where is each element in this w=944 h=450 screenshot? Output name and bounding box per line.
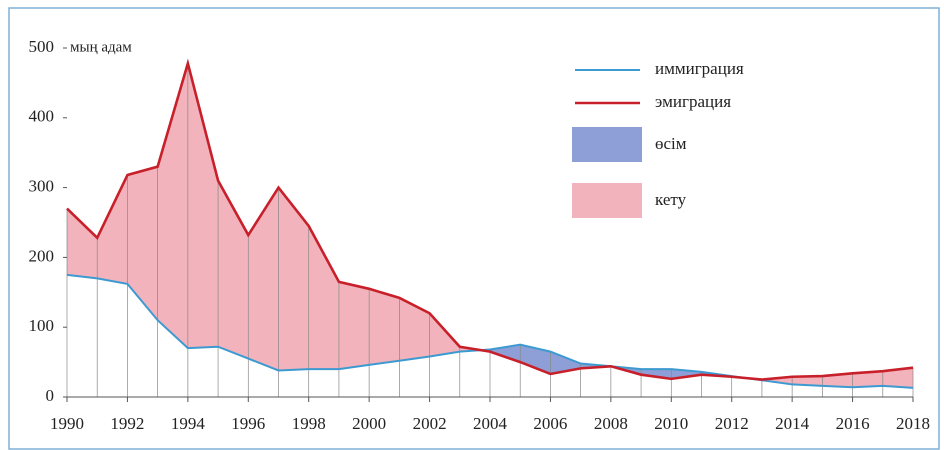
area-fill (338, 281, 370, 370)
x-tick-label: 1992 (110, 414, 144, 433)
x-tick-label: 2012 (715, 414, 749, 433)
legend-label: кету (655, 190, 687, 209)
x-tick-label: 2010 (654, 414, 688, 433)
legend-label: эмиграция (655, 92, 731, 111)
legend-swatch (572, 127, 642, 162)
area-fill (127, 166, 158, 321)
area-fill (248, 187, 279, 371)
x-tick-label: 2000 (352, 414, 386, 433)
series-line (66, 58, 914, 381)
y-tick-label: 0 (46, 386, 55, 405)
frame (8, 7, 940, 450)
y-tick-label: 400 (29, 107, 55, 126)
x-tick-label: 1990 (50, 414, 84, 433)
x-tick-label: 2016 (836, 414, 870, 433)
area-fill (852, 371, 883, 388)
area-fill (822, 373, 853, 388)
area-fill (67, 208, 98, 279)
area-fill (550, 351, 581, 374)
series-line (66, 273, 914, 389)
area-fill (399, 297, 430, 361)
x-tick-label: 2004 (473, 414, 508, 433)
area-fill (187, 63, 219, 349)
area-fill (882, 367, 913, 388)
x-tick-label: 1994 (171, 414, 206, 433)
area-fill (520, 344, 551, 374)
x-tick-label: 2014 (775, 414, 810, 433)
x-tick-label: 2008 (594, 414, 628, 433)
legend-label: өсім (655, 134, 687, 153)
area-fill (429, 313, 460, 357)
x-tick-label: 2002 (413, 414, 447, 433)
area-fill (157, 63, 188, 349)
x-tick-label: 2006 (533, 414, 567, 433)
legend-swatch (572, 183, 642, 218)
area-fill (218, 180, 249, 359)
area-fill (278, 187, 309, 371)
area-fill (308, 225, 339, 370)
area-fill (97, 175, 128, 284)
area-fill (369, 288, 400, 365)
area-fill (641, 369, 672, 379)
y-tick-label: 300 (29, 177, 55, 196)
x-tick-label: 1998 (292, 414, 326, 433)
y-tick-label: 200 (29, 246, 55, 265)
y-axis-label: мың адам (70, 39, 132, 55)
y-tick-label: 100 (29, 316, 55, 335)
x-tick-label: 1996 (231, 414, 265, 433)
x-tick-label: 2018 (896, 414, 930, 433)
area-fill (792, 376, 823, 386)
y-tick-label: 500 (29, 37, 55, 56)
legend-label: иммиграция (655, 59, 744, 78)
